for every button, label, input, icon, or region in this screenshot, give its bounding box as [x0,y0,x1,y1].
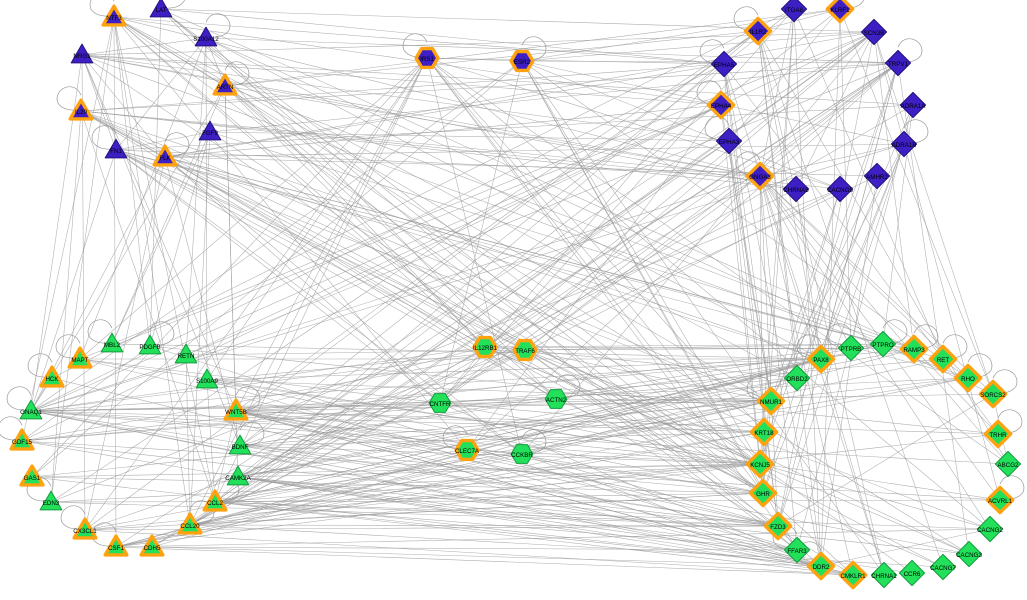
svg-text:AMHR2: AMHR2 [866,174,888,181]
svg-text:SCN3B: SCN3B [864,30,885,37]
svg-text:IL12RB1: IL12RB1 [473,345,498,352]
svg-text:FLK: FLK [159,155,171,162]
svg-text:CCL2: CCL2 [207,500,223,507]
svg-text:ADRA1B: ADRA1B [892,142,917,149]
svg-text:CLEC7A: CLEC7A [455,448,480,455]
svg-text:FGF9: FGF9 [202,130,218,137]
svg-text:RETN: RETN [178,353,195,360]
svg-text:ESR2: ESR2 [514,59,531,66]
svg-text:KCNJ5: KCNJ5 [750,462,770,469]
svg-text:CACNG7: CACNG7 [930,565,956,572]
svg-text:TRPV1: TRPV1 [888,61,909,68]
svg-text:ACVRL1: ACVRL1 [988,498,1013,505]
svg-text:NRG1: NRG1 [73,53,91,60]
svg-text:ORBD2: ORBD2 [786,376,808,383]
svg-text:PTPRO: PTPRO [872,342,894,349]
svg-text:RAMP3: RAMP3 [903,347,925,354]
svg-text:IL1R2: IL1R2 [750,29,767,36]
svg-text:CACNG3: CACNG3 [956,552,982,559]
svg-text:EDN3: EDN3 [43,500,60,507]
svg-text:CDH5: CDH5 [144,545,161,552]
svg-text:ABCG2: ABCG2 [998,462,1020,469]
svg-text:PTPRB: PTPRB [841,346,862,353]
svg-text:CCR6: CCR6 [904,571,921,578]
svg-text:MAPT: MAPT [71,357,88,364]
svg-text:NTF3: NTF3 [106,15,122,22]
svg-text:BDNF: BDNF [232,444,249,451]
svg-text:ARTN: ARTN [217,84,234,91]
svg-text:HCK: HCK [45,376,59,383]
svg-text:CACNG5: CACNG5 [827,187,853,194]
svg-text:EPHA4: EPHA4 [711,103,732,110]
svg-text:CNTFR: CNTFR [430,401,451,408]
svg-text:RHO: RHO [961,376,975,383]
svg-text:KLRF1: KLRF1 [830,7,850,14]
svg-text:PDGFB: PDGFB [139,344,160,351]
svg-text:PAX8: PAX8 [813,357,829,364]
svg-text:KRT18: KRT18 [754,430,774,437]
svg-text:CCL20: CCL20 [180,523,200,530]
svg-text:CMKLR1: CMKLR1 [840,573,866,580]
svg-text:EPHA3: EPHA3 [719,139,740,146]
svg-text:CACNG2: CACNG2 [977,527,1003,534]
svg-text:CX3CL1: CX3CL1 [73,528,97,535]
svg-text:CSF1: CSF1 [108,545,124,552]
svg-text:ADRA1A: ADRA1A [901,103,927,110]
svg-text:TRHR: TRHR [989,432,1007,439]
svg-text:CHRNA5: CHRNA5 [783,187,809,194]
svg-text:GNAQ1: GNAQ1 [20,409,42,416]
svg-text:GHR: GHR [756,491,770,498]
svg-text:FFAR3: FFAR3 [787,548,807,555]
svg-text:GAS1: GAS1 [24,475,41,482]
svg-text:SORCS2: SORCS2 [980,392,1006,399]
svg-text:IRS1: IRS1 [420,56,434,63]
svg-text:IL20: IL20 [75,109,88,116]
svg-text:RET: RET [937,357,950,364]
svg-text:CCKBR: CCKBR [511,452,533,459]
svg-text:EPHA5: EPHA5 [714,62,735,69]
svg-text:GNGA3: GNGA3 [749,174,771,181]
svg-text:NMUR1: NMUR1 [760,399,783,406]
svg-text:TRAF6: TRAF6 [515,348,535,355]
svg-text:FN1: FN1 [110,148,122,155]
svg-text:FZD3: FZD3 [770,524,786,531]
svg-text:LAT: LAT [156,7,167,14]
svg-text:ITGA8: ITGA8 [785,7,803,14]
svg-text:S100A9: S100A9 [196,378,219,385]
svg-text:DDR2: DDR2 [813,564,830,571]
svg-text:WNT5B: WNT5B [225,409,247,416]
svg-text:S100A12: S100A12 [193,36,219,43]
svg-text:MBL2: MBL2 [104,342,121,349]
svg-text:CAMK2A: CAMK2A [225,475,251,482]
svg-text:ACTN2: ACTN2 [546,397,567,404]
svg-text:CHRNA1: CHRNA1 [871,573,897,580]
svg-text:GDF15: GDF15 [12,439,33,446]
